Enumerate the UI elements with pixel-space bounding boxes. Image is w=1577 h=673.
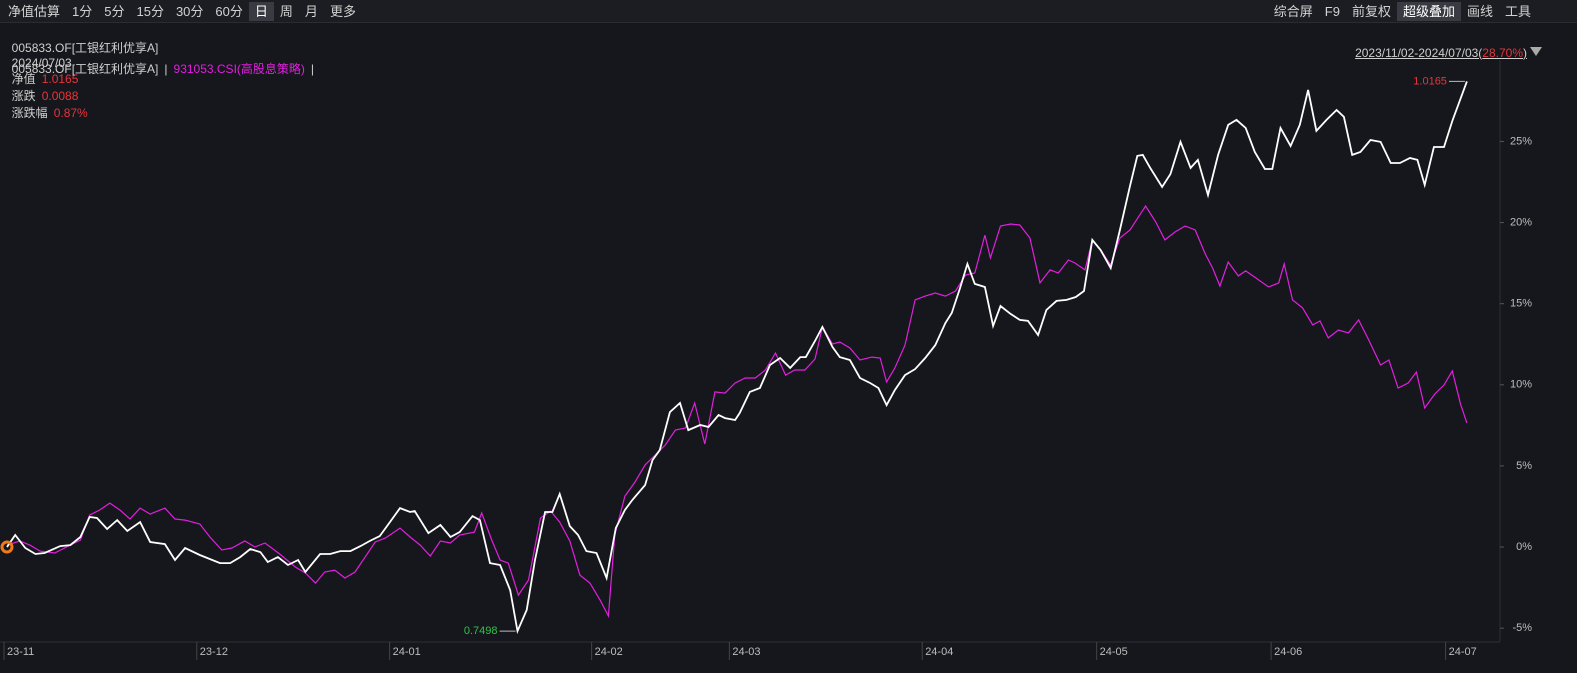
annotation: 0.7498 [464,625,498,637]
y-tick-label: 25% [1510,135,1532,147]
toolbar-button[interactable]: 超级叠加 [1396,2,1461,21]
toolbar-button[interactable]: 净值估算 [8,4,61,19]
tool-buttons: 综合屏 F9 前复权 超级叠加 画线 工具 [1268,2,1537,21]
toolbar-button[interactable]: F9 [1324,4,1340,19]
x-tick-label: 24-05 [1100,646,1128,658]
range-text: 2023/11/02-2024/07/03( [1355,46,1483,60]
x-tick-label: 23-12 [200,646,228,658]
y-tick-label: -5% [1512,622,1532,634]
y-tick-label: 5% [1516,460,1532,472]
toolbar-button[interactable]: 工具 [1504,4,1531,19]
y-tick-label: 10% [1510,379,1532,391]
change: 0.0088 [41,89,79,103]
toolbar: 净值估算 1分 5分 15分 30分 60分日周月更多 综合屏 F9 前复权 超级叠加 画线 工具 [0,0,1577,23]
x-tick-label: 24-04 [925,646,953,658]
toolbar-button[interactable]: 画线 [1466,4,1493,19]
y-tick-label: 20% [1510,216,1532,228]
x-tick-label: 24-06 [1274,646,1302,658]
dropdown [1530,47,1542,56]
x-tick-label: 24-01 [393,646,421,658]
toolbar-button[interactable]: 月 [304,4,318,19]
change-label: 涨跌 [11,89,36,103]
x-tick-label: 24-03 [732,646,760,658]
separator: | [164,62,168,76]
legend: 005833.OF[工银红利优享A] | 931053.CSI(高股息策略) | [5,46,320,77]
annotation: 1.0165 [1413,75,1447,87]
period-buttons: 净值估算 1分 5分 15分 30分 60分日周月更多 [2,2,362,21]
toolbar-button[interactable]: 日 [248,2,274,21]
toolbar-button[interactable]: 周 [279,4,293,19]
toolbar-button[interactable]: 5分 [104,4,125,19]
toolbar-button[interactable]: 更多 [329,4,356,19]
legend-entry: 005833.OF[工银红利优享A] [11,62,159,76]
toolbar-button[interactable]: 15分 [136,4,164,19]
toolbar-button[interactable]: 60分 [215,4,243,19]
series-line [6,81,1468,635]
toolbar-button[interactable]: 1分 [72,4,93,19]
code: 005833.OF[工银红利优享A] [11,41,159,55]
toolbar-button[interactable]: 30分 [175,4,204,19]
start-marker [0,540,14,554]
toolbar-button[interactable]: 前复权 [1351,4,1391,19]
pct: 0.87% [53,106,88,120]
pct-label: 涨跌幅 [11,106,48,120]
toolbar-button[interactable]: 综合屏 [1273,4,1313,19]
range-value: 28.70% [1482,46,1523,60]
x-tick-label: 24-07 [1449,646,1477,658]
y-tick-label: 15% [1510,298,1532,310]
x-tick-label: 24-02 [595,646,623,658]
x-tick-label: 23-11 [7,646,34,658]
legend-entry: 931053.CSI(高股息策略) [173,62,305,76]
range[interactable]: 2023/11/02-2024/07/03(28.70%) [1355,46,1527,60]
series-line [6,204,1468,619]
date: 2024/07/03 [11,56,72,70]
y-tick-label: 0% [1516,541,1532,553]
separator: | [310,62,315,76]
range-close: ) [1523,46,1527,60]
